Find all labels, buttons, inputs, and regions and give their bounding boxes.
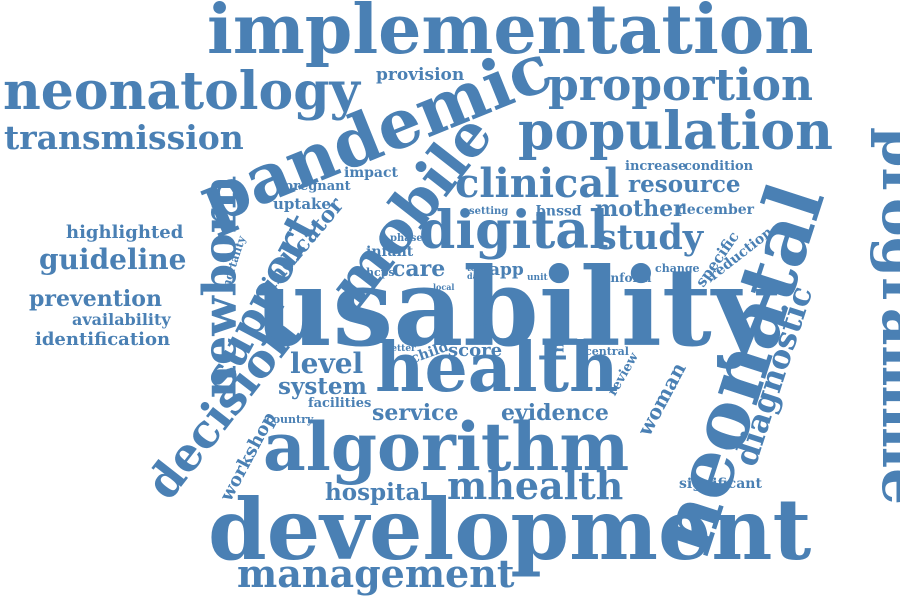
word-setting: setting <box>469 206 509 217</box>
word-study: study <box>597 217 704 258</box>
word-mhealth: mhealth <box>447 463 624 508</box>
word-country: country <box>266 413 314 426</box>
word-management: management <box>237 551 515 596</box>
word-increase: increase <box>625 159 687 174</box>
word-implementation: implementation <box>207 0 814 70</box>
word-system: system <box>278 373 367 400</box>
word-hcps: hcps <box>366 266 395 279</box>
word-health: health <box>375 328 619 408</box>
word-uptake: uptake <box>273 195 331 213</box>
word-clinical: clinical <box>455 160 620 207</box>
word-app: app <box>489 260 524 280</box>
word-service: service <box>372 400 459 426</box>
word-inform: inform <box>606 271 652 285</box>
word-transmission: transmission <box>4 118 244 157</box>
word-unit: unit <box>527 273 548 283</box>
word-level: level <box>290 347 364 380</box>
word-facilities: facilities <box>308 396 372 411</box>
word-better: better <box>385 344 416 354</box>
word-mother: mother <box>595 196 685 222</box>
word-provision: provision <box>376 65 465 85</box>
word-december: december <box>677 202 755 218</box>
word-hospital: hospital <box>325 479 430 506</box>
word-neonatology: neonatology <box>3 61 360 122</box>
word-phase: phase <box>390 233 423 244</box>
word-availability: availability <box>72 310 171 329</box>
word-pssuq: pssuq <box>536 204 582 220</box>
word-digital: digital <box>419 200 609 261</box>
word-programme: programme <box>869 126 900 506</box>
word-highlighted: highlighted <box>66 222 184 243</box>
word-central: central <box>585 345 629 358</box>
word-development: development <box>208 480 812 579</box>
word-algorithm: algorithm <box>263 408 630 486</box>
word-care: care <box>392 256 446 282</box>
word-resource: resource <box>628 171 741 198</box>
word-significant: significant <box>679 476 762 492</box>
word-guideline: guideline <box>39 243 187 276</box>
word-impact: impact <box>344 165 398 181</box>
word-population: population <box>518 101 833 162</box>
word-condition: condition <box>684 159 754 174</box>
word-score: score <box>448 340 503 361</box>
word-pregnant: pregnant <box>284 179 351 194</box>
word-evidence: evidence <box>501 400 609 426</box>
word-identification: identification <box>35 329 171 350</box>
word-prevention: prevention <box>29 286 162 312</box>
word-local: local <box>433 282 455 292</box>
word-proportion: proportion <box>548 60 813 111</box>
word-total-data: total data <box>467 263 488 281</box>
word-usability: usability <box>254 245 775 371</box>
word-infant: infant <box>366 244 414 260</box>
word-change: change <box>655 262 700 275</box>
